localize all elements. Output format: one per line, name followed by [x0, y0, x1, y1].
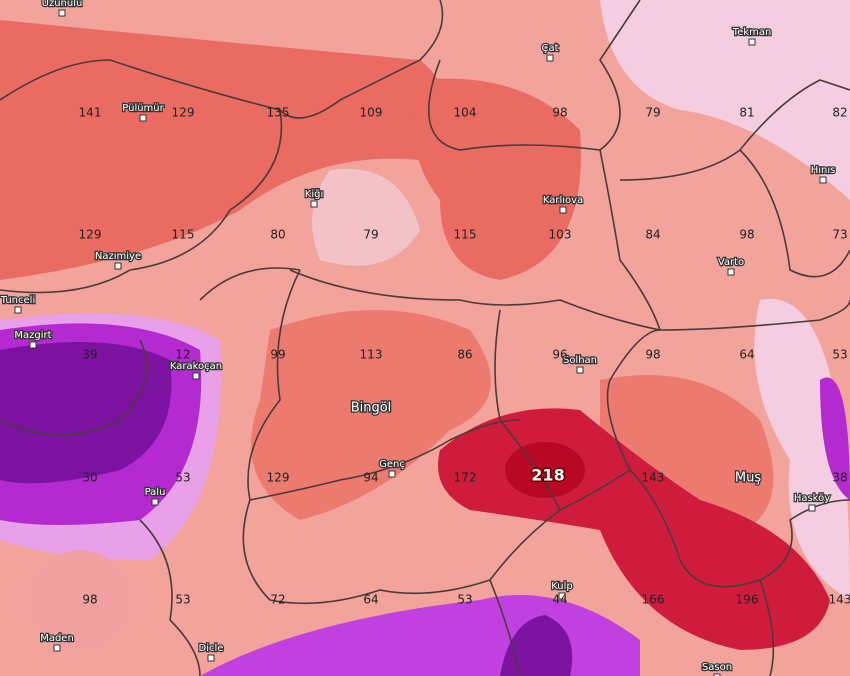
value-label: 64 [363, 593, 378, 607]
place-marker [727, 268, 735, 276]
place-marker [29, 341, 37, 349]
place-marker [546, 54, 554, 62]
place-name: Dicle [199, 643, 224, 654]
value-label: 115 [454, 228, 477, 242]
place-name: Karakoçan [170, 361, 222, 372]
value-label: 113 [360, 348, 383, 362]
value-label: 109 [360, 106, 383, 120]
value-label: 172 [454, 471, 477, 485]
value-label: 98 [739, 228, 754, 242]
value-label: 12 [175, 348, 190, 362]
value-label: 143 [642, 471, 665, 485]
place-name: Muş [735, 471, 761, 486]
place-marker [558, 592, 566, 600]
place-marker [207, 654, 215, 662]
place-marker [576, 366, 584, 374]
value-label: 196 [736, 593, 759, 607]
place-marker [808, 504, 816, 512]
place-name: Karlıova [543, 195, 583, 206]
place-name: Bingöl [351, 401, 392, 416]
place-name: Kulp [551, 581, 573, 592]
value-label: 104 [454, 106, 477, 120]
place-name: Tunceli [0, 295, 35, 306]
place-name: Çat [541, 43, 558, 54]
place-marker [819, 176, 827, 184]
place-marker [192, 372, 200, 380]
place-name: Pülümür [122, 103, 164, 114]
value-label: 64 [739, 348, 754, 362]
value-label: 53 [175, 471, 190, 485]
place-marker [58, 9, 66, 17]
place-marker [310, 200, 318, 208]
place-marker [14, 306, 22, 314]
value-label: 141 [79, 106, 102, 120]
value-label: 79 [363, 228, 378, 242]
value-label: 98 [552, 106, 567, 120]
place-name: Tekman [732, 27, 772, 38]
value-label: 80 [270, 228, 285, 242]
value-label: 30 [82, 471, 97, 485]
value-label: 44 [552, 593, 567, 607]
value-label: 129 [267, 471, 290, 485]
value-label: 86 [457, 348, 472, 362]
value-label: 73 [832, 228, 847, 242]
place-name: Maden [40, 633, 74, 644]
value-label: 38 [832, 471, 847, 485]
value-label: 143 [829, 593, 850, 607]
place-name: Solhan [563, 355, 597, 366]
value-label: 99 [270, 348, 285, 362]
place-name: Sason [702, 662, 732, 673]
value-label: 98 [82, 593, 97, 607]
value-label: 115 [172, 228, 195, 242]
place-marker [559, 206, 567, 214]
value-label: 79 [645, 106, 660, 120]
value-label: 129 [79, 228, 102, 242]
value-label: 53 [175, 593, 190, 607]
value-label: 135 [267, 106, 290, 120]
value-label: 94 [363, 471, 378, 485]
place-marker [139, 114, 147, 122]
place-marker [713, 673, 721, 676]
place-name: Kiğı [305, 188, 323, 200]
value-label: 53 [457, 593, 472, 607]
place-name: Hasköy [794, 493, 830, 504]
value-label: 72 [270, 593, 285, 607]
place-marker [388, 470, 396, 478]
value-label: 98 [645, 348, 660, 362]
value-label: 84 [645, 228, 660, 242]
place-name: Genç [379, 459, 405, 470]
place-name: Uzunulu [42, 0, 83, 9]
value-label: 81 [739, 106, 754, 120]
place-marker [151, 498, 159, 506]
place-name: Varto [718, 257, 744, 268]
value-label: 218 [531, 466, 564, 485]
place-name: Nazımiye [95, 251, 141, 262]
value-label: 96 [552, 348, 567, 362]
place-name: Mazgirt [14, 330, 51, 341]
place-marker [53, 644, 61, 652]
place-name: Palu [145, 487, 166, 498]
place-marker [748, 38, 756, 46]
value-label: 129 [172, 106, 195, 120]
value-label: 39 [82, 348, 97, 362]
value-label: 82 [832, 106, 847, 120]
place-marker [114, 262, 122, 270]
value-label: 53 [832, 348, 847, 362]
value-label: 166 [642, 593, 665, 607]
place-name: Hınıs [811, 165, 836, 176]
value-label: 103 [549, 228, 572, 242]
